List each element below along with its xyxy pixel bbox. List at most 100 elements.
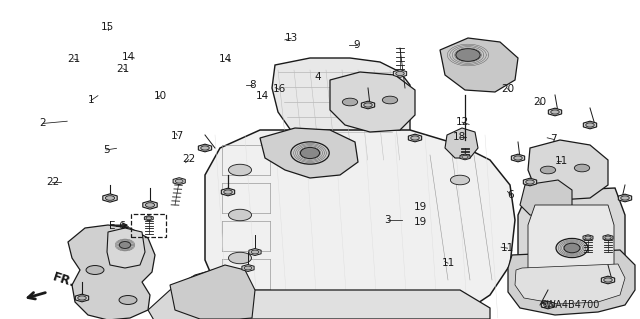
Text: 9: 9	[354, 40, 360, 50]
Text: SWA4B4700: SWA4B4700	[541, 300, 600, 310]
Text: 2: 2	[40, 118, 46, 129]
Polygon shape	[143, 201, 157, 209]
Bar	[131, 214, 166, 237]
Polygon shape	[221, 188, 235, 196]
Polygon shape	[603, 235, 613, 241]
Text: 22: 22	[182, 154, 195, 165]
Circle shape	[396, 71, 404, 76]
Polygon shape	[249, 249, 261, 256]
Polygon shape	[541, 301, 555, 309]
Polygon shape	[583, 235, 593, 241]
Circle shape	[224, 190, 232, 194]
Polygon shape	[518, 188, 625, 298]
Polygon shape	[260, 128, 358, 178]
Polygon shape	[205, 130, 515, 319]
Text: 21: 21	[116, 63, 129, 74]
Circle shape	[540, 166, 556, 174]
Polygon shape	[394, 70, 406, 77]
Polygon shape	[548, 108, 562, 116]
Circle shape	[201, 146, 209, 150]
Polygon shape	[602, 276, 614, 284]
Text: 14: 14	[256, 91, 269, 101]
Circle shape	[544, 303, 552, 307]
Ellipse shape	[456, 48, 480, 61]
Circle shape	[244, 266, 252, 270]
Text: 5: 5	[103, 145, 109, 155]
Polygon shape	[170, 265, 255, 319]
Circle shape	[604, 278, 612, 282]
Polygon shape	[445, 128, 478, 158]
Text: 14: 14	[122, 52, 134, 63]
Polygon shape	[107, 228, 145, 268]
Text: 20: 20	[533, 97, 546, 107]
Text: 11: 11	[555, 156, 568, 166]
Circle shape	[411, 136, 419, 140]
Polygon shape	[460, 154, 470, 160]
Circle shape	[78, 296, 86, 300]
Circle shape	[462, 155, 468, 159]
Circle shape	[145, 203, 155, 207]
Polygon shape	[408, 134, 422, 142]
Circle shape	[514, 156, 522, 160]
Circle shape	[228, 209, 252, 221]
Text: 14: 14	[220, 54, 232, 64]
Text: 13: 13	[285, 33, 298, 43]
Circle shape	[585, 236, 591, 239]
Circle shape	[146, 217, 152, 219]
Circle shape	[342, 98, 358, 106]
Polygon shape	[272, 58, 410, 168]
Polygon shape	[362, 101, 374, 109]
Circle shape	[574, 164, 589, 172]
Text: 20: 20	[501, 84, 514, 94]
Circle shape	[119, 295, 137, 304]
Polygon shape	[440, 38, 518, 92]
Circle shape	[228, 252, 252, 264]
Polygon shape	[76, 294, 89, 302]
Text: 11: 11	[442, 258, 454, 268]
Polygon shape	[210, 290, 490, 319]
Ellipse shape	[564, 243, 580, 253]
Polygon shape	[148, 268, 225, 319]
Ellipse shape	[113, 238, 136, 252]
Circle shape	[382, 96, 397, 104]
Polygon shape	[198, 144, 212, 152]
Circle shape	[586, 123, 594, 127]
Text: 1: 1	[88, 95, 94, 106]
Polygon shape	[508, 250, 635, 315]
Text: 22: 22	[46, 177, 59, 188]
Polygon shape	[242, 264, 254, 271]
Polygon shape	[330, 72, 415, 132]
Text: 8: 8	[250, 79, 256, 90]
Circle shape	[621, 196, 629, 200]
Circle shape	[451, 175, 470, 185]
Text: E-6: E-6	[109, 221, 125, 232]
Circle shape	[106, 196, 115, 200]
Circle shape	[551, 110, 559, 114]
Circle shape	[175, 179, 183, 183]
Polygon shape	[511, 154, 525, 162]
Text: 19: 19	[414, 217, 427, 227]
Ellipse shape	[119, 241, 131, 249]
Polygon shape	[515, 264, 625, 304]
Text: 11: 11	[501, 243, 514, 253]
Circle shape	[526, 180, 534, 184]
Ellipse shape	[300, 147, 319, 159]
Text: 12: 12	[456, 117, 468, 127]
Polygon shape	[524, 178, 537, 186]
Ellipse shape	[444, 42, 492, 68]
Text: 15: 15	[101, 22, 114, 32]
Polygon shape	[583, 121, 596, 129]
Text: 10: 10	[154, 91, 166, 101]
Text: FR.: FR.	[51, 271, 77, 290]
Polygon shape	[528, 140, 608, 200]
Polygon shape	[520, 180, 572, 218]
Text: 3: 3	[385, 215, 391, 225]
Circle shape	[86, 265, 104, 274]
Polygon shape	[68, 225, 155, 319]
Text: 4: 4	[315, 71, 321, 82]
Text: 16: 16	[273, 84, 285, 94]
Polygon shape	[528, 205, 614, 285]
Text: 18: 18	[453, 132, 466, 142]
Polygon shape	[173, 178, 186, 185]
Circle shape	[228, 164, 252, 176]
